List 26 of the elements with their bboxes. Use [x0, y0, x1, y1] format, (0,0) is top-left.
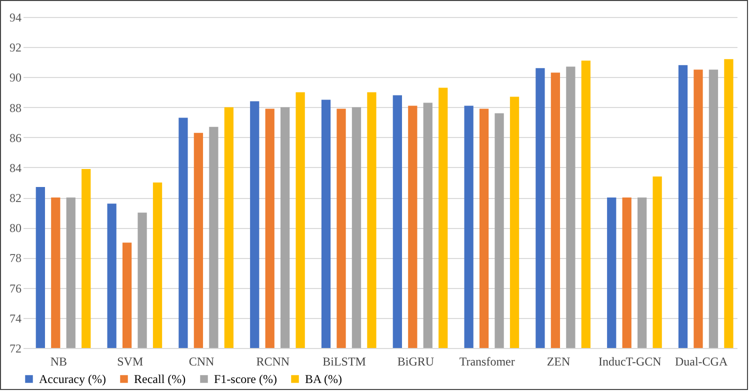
x-tick-label: CNN	[188, 354, 214, 368]
y-tick-label: 90	[10, 70, 22, 85]
y-tick-label: 88	[10, 100, 22, 115]
y-tick-label: 72	[10, 342, 22, 356]
x-tick-label: RCNN	[256, 354, 290, 368]
legend-label: Recall (%)	[134, 372, 186, 386]
y-tick-label: 94	[10, 10, 22, 24]
x-tick-label: BiLSTM	[322, 354, 366, 368]
y-tick-label: 78	[10, 251, 22, 266]
x-tick-label: NB	[50, 354, 68, 368]
y-tick-label: 74	[10, 311, 22, 326]
legend-label: Accuracy (%)	[39, 372, 106, 386]
y-tick-label: 80	[10, 221, 22, 236]
legend-label: F1-score (%)	[214, 372, 277, 386]
y-tick-label: 82	[10, 191, 22, 206]
y-tick-label: 84	[10, 160, 22, 175]
x-tick-label: InducT-GCN	[598, 354, 662, 368]
y-tick-label: 92	[10, 40, 22, 55]
x-tick-label: BiGRU	[397, 354, 434, 368]
x-tick-label: SVM	[117, 354, 144, 368]
legend-label: BA (%)	[305, 372, 342, 386]
y-tick-label: 76	[10, 281, 22, 296]
x-tick-label: Transfomer	[459, 354, 515, 368]
x-tick-label: ZEN	[546, 354, 570, 368]
y-tick-label: 86	[10, 130, 22, 145]
x-tick-label: Dual-CGA	[674, 354, 728, 368]
